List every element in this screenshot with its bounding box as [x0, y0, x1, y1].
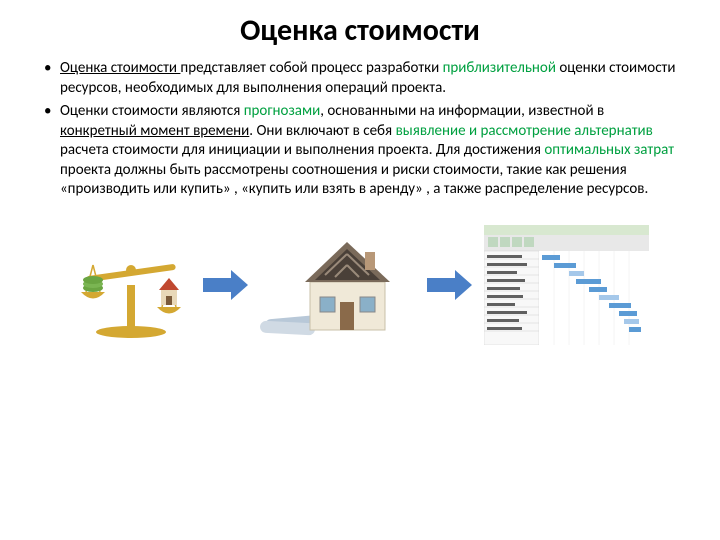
arrow-icon: [203, 270, 248, 300]
bullet-item: Оценки стоимости являются прогнозами, ос…: [60, 102, 680, 200]
house-construction-image: [260, 227, 415, 342]
arrow-icon: [427, 270, 472, 300]
scales-image: [71, 230, 191, 340]
diagram-row: [40, 225, 680, 345]
bullet-list: Оценка стоимости представляет собой проц…: [40, 59, 680, 200]
software-screenshot-image: [484, 225, 649, 345]
bullet-item: Оценка стоимости представляет собой проц…: [60, 59, 680, 98]
slide-title: Оценка стоимости: [40, 12, 680, 49]
